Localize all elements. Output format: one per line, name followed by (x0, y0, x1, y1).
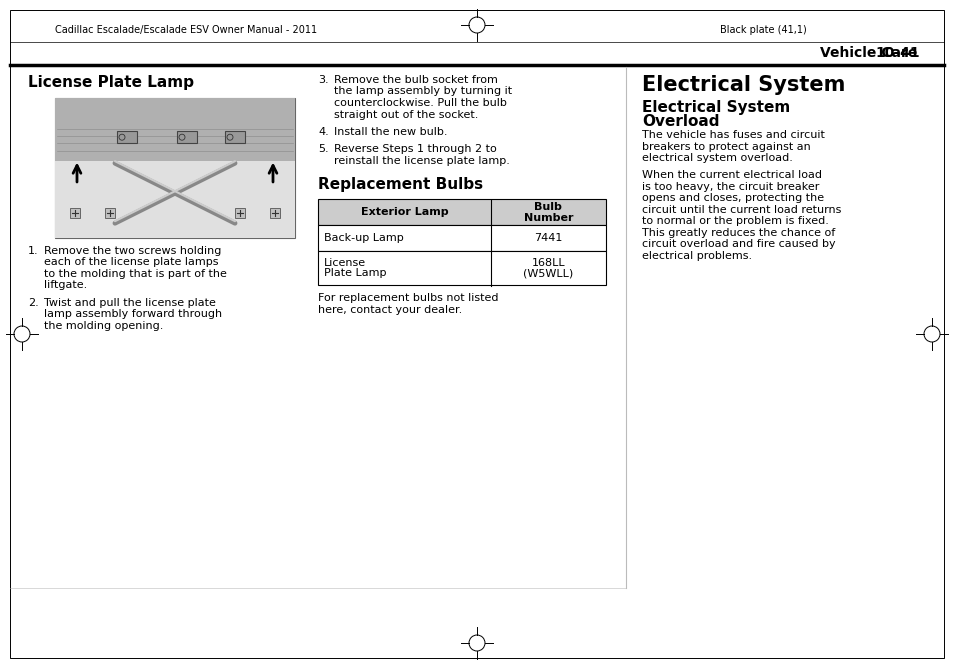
Text: the molding opening.: the molding opening. (44, 321, 163, 331)
Text: Cadillac Escalade/Escalade ESV Owner Manual - 2011: Cadillac Escalade/Escalade ESV Owner Man… (55, 25, 316, 35)
Text: circuit until the current load returns: circuit until the current load returns (641, 205, 841, 215)
Text: Electrical System: Electrical System (641, 100, 789, 115)
Bar (117, 131, 137, 143)
Bar (317, 200, 605, 226)
Text: circuit overload and fire caused by: circuit overload and fire caused by (641, 240, 835, 250)
Text: License Plate Lamp: License Plate Lamp (28, 75, 193, 90)
Text: here, contact your dealer.: here, contact your dealer. (317, 305, 462, 315)
Text: Replacement Bulbs: Replacement Bulbs (317, 178, 482, 192)
Bar (270, 208, 280, 218)
Text: Back-up Lamp: Back-up Lamp (324, 234, 403, 244)
Text: each of the license plate lamps: each of the license plate lamps (44, 257, 218, 267)
Text: Vehicle Care: Vehicle Care (820, 46, 917, 60)
Text: 10-41: 10-41 (875, 46, 919, 60)
Text: liftgate.: liftgate. (44, 281, 87, 291)
Text: When the current electrical load: When the current electrical load (641, 170, 821, 180)
Text: 5.: 5. (317, 144, 328, 154)
Bar (55, 161, 294, 238)
Text: 2.: 2. (28, 298, 39, 308)
Text: electrical problems.: electrical problems. (641, 251, 751, 261)
Text: 7441: 7441 (534, 234, 562, 244)
Text: (W5WLL): (W5WLL) (523, 269, 573, 279)
Bar (105, 208, 115, 218)
Text: straight out of the socket.: straight out of the socket. (334, 110, 477, 120)
Text: 1.: 1. (28, 246, 38, 256)
Text: 4.: 4. (317, 127, 329, 137)
Bar (317, 226, 605, 251)
Text: lamp assembly forward through: lamp assembly forward through (44, 309, 222, 319)
Bar (55, 98, 294, 161)
Text: reinstall the license plate lamp.: reinstall the license plate lamp. (334, 156, 509, 166)
Bar (225, 131, 245, 143)
Text: electrical system overload.: electrical system overload. (641, 153, 792, 163)
Text: License: License (324, 259, 366, 269)
Text: Remove the two screws holding: Remove the two screws holding (44, 246, 221, 256)
Text: Twist and pull the license plate: Twist and pull the license plate (44, 298, 215, 308)
Text: Remove the bulb socket from: Remove the bulb socket from (334, 75, 497, 85)
Text: Black plate (41,1): Black plate (41,1) (720, 25, 806, 35)
Text: to the molding that is part of the: to the molding that is part of the (44, 269, 227, 279)
Text: This greatly reduces the chance of: This greatly reduces the chance of (641, 228, 835, 238)
Text: counterclockwise. Pull the bulb: counterclockwise. Pull the bulb (334, 98, 506, 108)
Text: opens and closes, protecting the: opens and closes, protecting the (641, 194, 823, 204)
Text: Overload: Overload (641, 114, 719, 129)
Bar (234, 208, 245, 218)
Text: Reverse Steps 1 through 2 to: Reverse Steps 1 through 2 to (334, 144, 497, 154)
Text: the lamp assembly by turning it: the lamp assembly by turning it (334, 86, 512, 96)
Bar (177, 131, 196, 143)
Text: The vehicle has fuses and circuit: The vehicle has fuses and circuit (641, 130, 824, 140)
Text: Electrical System: Electrical System (641, 75, 844, 95)
Text: to normal or the problem is fixed.: to normal or the problem is fixed. (641, 216, 828, 226)
Text: is too heavy, the circuit breaker: is too heavy, the circuit breaker (641, 182, 819, 192)
Text: Exterior Lamp: Exterior Lamp (360, 208, 448, 218)
Bar (70, 208, 80, 218)
Text: Plate Lamp: Plate Lamp (324, 269, 386, 279)
Text: 3.: 3. (317, 75, 328, 85)
Text: Bulb
Number: Bulb Number (523, 202, 573, 223)
Text: breakers to protect against an: breakers to protect against an (641, 142, 810, 152)
Bar (317, 251, 605, 285)
Text: 168LL: 168LL (531, 259, 564, 269)
Text: Install the new bulb.: Install the new bulb. (334, 127, 447, 137)
Text: For replacement bulbs not listed: For replacement bulbs not listed (317, 293, 498, 303)
Bar (55, 98, 294, 238)
